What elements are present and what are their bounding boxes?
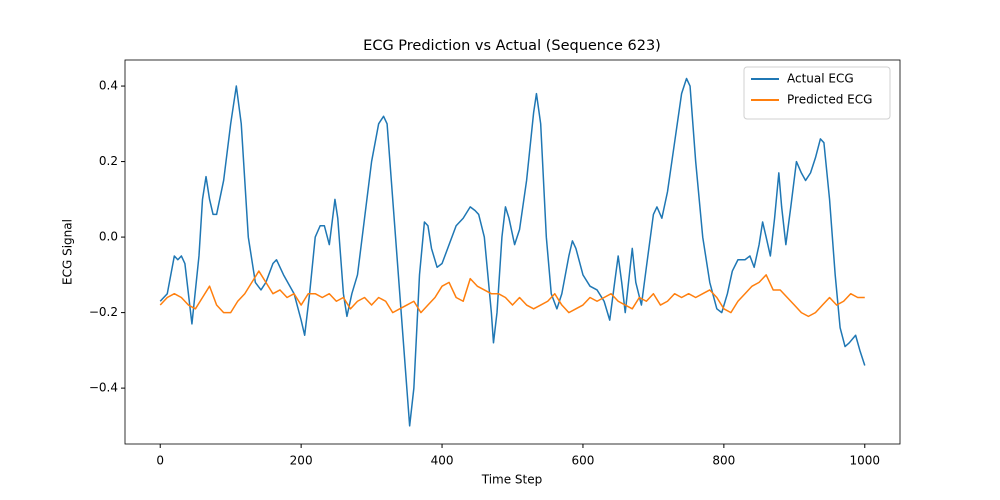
x-tick-label: 1000	[849, 454, 880, 468]
legend-label: Predicted ECG	[787, 93, 872, 107]
x-tick-label: 200	[290, 454, 313, 468]
y-tick-label: 0.4	[99, 79, 118, 93]
line-series	[159, 77, 866, 427]
legend-box	[743, 66, 891, 120]
chart-title: ECG Prediction vs Actual (Sequence 623)	[363, 38, 661, 54]
line-series	[159, 270, 865, 318]
legend-label: Actual ECG	[787, 72, 854, 86]
y-tick-label: 0.2	[99, 154, 118, 168]
y-tick-label: −0.2	[89, 305, 118, 319]
x-tick-label: 600	[572, 454, 595, 468]
x-tick-label: 800	[712, 454, 735, 468]
y-axis-label: ECG Signal	[61, 219, 75, 285]
x-axis-label: Time Step	[481, 473, 543, 487]
plot-frame	[124, 59, 901, 445]
y-tick-label: 0.0	[99, 230, 118, 244]
x-tick-label: 0	[156, 454, 164, 468]
x-tick-label: 400	[431, 454, 454, 468]
y-tick-label: −0.4	[89, 381, 118, 395]
